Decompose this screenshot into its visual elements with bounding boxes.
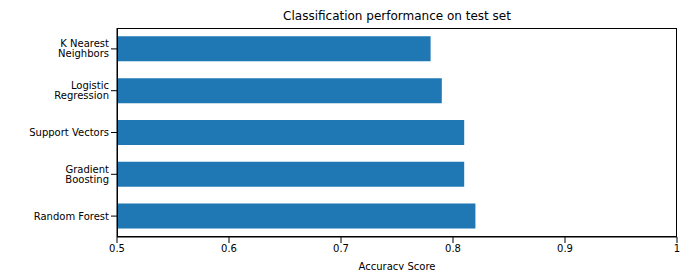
svg-text:Accuracy Score: Accuracy Score [359, 261, 436, 270]
svg-text:0.8: 0.8 [445, 243, 461, 254]
svg-text:0.6: 0.6 [221, 243, 237, 254]
svg-text:K NearestNeighbors: K NearestNeighbors [58, 38, 109, 59]
svg-text:0.9: 0.9 [557, 243, 573, 254]
svg-text:Support Vectors: Support Vectors [29, 127, 109, 138]
html-text:Classification performance on: Classification performance on test set [283, 9, 511, 23]
svg-text:LogisticRegression: LogisticRegression [54, 80, 109, 101]
svg-text:GradientBoosting: GradientBoosting [65, 164, 109, 185]
svg-text:0.7: 0.7 [333, 243, 349, 254]
svg-text:Random Forest: Random Forest [34, 211, 109, 222]
svg-text:0.5: 0.5 [109, 243, 125, 254]
svg-text:1: 1 [674, 243, 680, 254]
